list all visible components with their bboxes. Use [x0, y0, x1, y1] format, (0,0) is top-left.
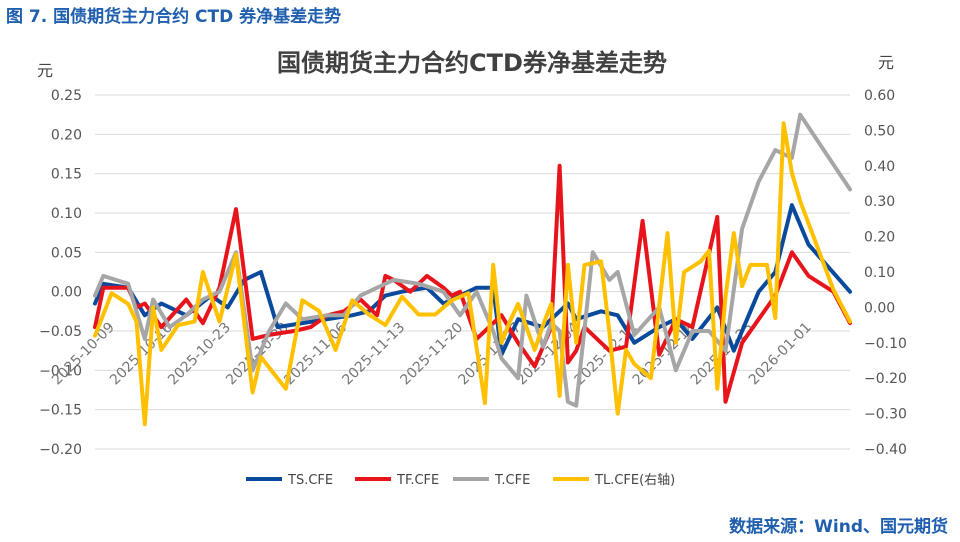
- left-tick-label: −0.10: [39, 363, 82, 379]
- left-tick-label: 0.25: [51, 88, 82, 104]
- series-line-t-cfe: [93, 112, 852, 408]
- left-axis-ticks: 0.25 0.20 0.15 0.10 0.05 0.00 −0.05 −0.10 −0.15 −…: [39, 88, 82, 458]
- right-tick-label: 0.20: [864, 230, 895, 246]
- right-tick-label: 0.30: [864, 194, 895, 210]
- left-tick-label: 0.10: [51, 206, 82, 222]
- right-axis-unit: 元: [878, 53, 894, 72]
- left-tick-label: −0.20: [39, 442, 82, 458]
- legend-label: T.CFE: [494, 473, 530, 488]
- left-tick-label: −0.15: [39, 403, 82, 419]
- legend-label: TF.CFE: [396, 473, 439, 488]
- left-tick-label: −0.05: [39, 324, 82, 340]
- right-tick-label: 0.50: [864, 123, 895, 139]
- left-tick-label: 0.20: [51, 127, 82, 143]
- series-line-tl-cfe: [93, 121, 852, 427]
- source-note: 数据来源：Wind、国元期货: [729, 517, 948, 537]
- right-tick-label: −0.20: [864, 371, 907, 387]
- right-tick-label: 0.10: [864, 265, 895, 281]
- right-tick-label: −0.10: [864, 336, 907, 352]
- series-lines: [93, 112, 852, 427]
- left-tick-label: 0.05: [51, 245, 82, 261]
- right-tick-label: −0.30: [864, 407, 907, 423]
- legend-label: TL.CFE(右轴): [594, 473, 675, 488]
- left-tick-label: 0.15: [51, 167, 82, 183]
- right-tick-label: 0.60: [864, 88, 895, 104]
- right-tick-label: 0.00: [864, 300, 895, 316]
- right-tick-label: −0.40: [864, 442, 907, 458]
- x-tick-label: 2026-01-01: [746, 320, 815, 389]
- figure-title: 图 7. 国债期货主力合约 CTD 券净基差走势: [6, 7, 342, 27]
- right-tick-label: 0.40: [864, 159, 895, 175]
- chart-title: 国债期货主力合约CTD券净基差走势: [277, 49, 667, 77]
- left-axis-unit: 元: [37, 61, 53, 80]
- right-axis-ticks: 0.60 0.50 0.40 0.30 0.20 0.10 0.00 −0.10 −0.20 −0…: [864, 88, 907, 458]
- legend: TS.CFE TF.CFE T.CFE TL.CFE(右轴): [246, 473, 675, 488]
- legend-label: TS.CFE: [287, 473, 333, 488]
- left-tick-label: 0.00: [51, 285, 82, 301]
